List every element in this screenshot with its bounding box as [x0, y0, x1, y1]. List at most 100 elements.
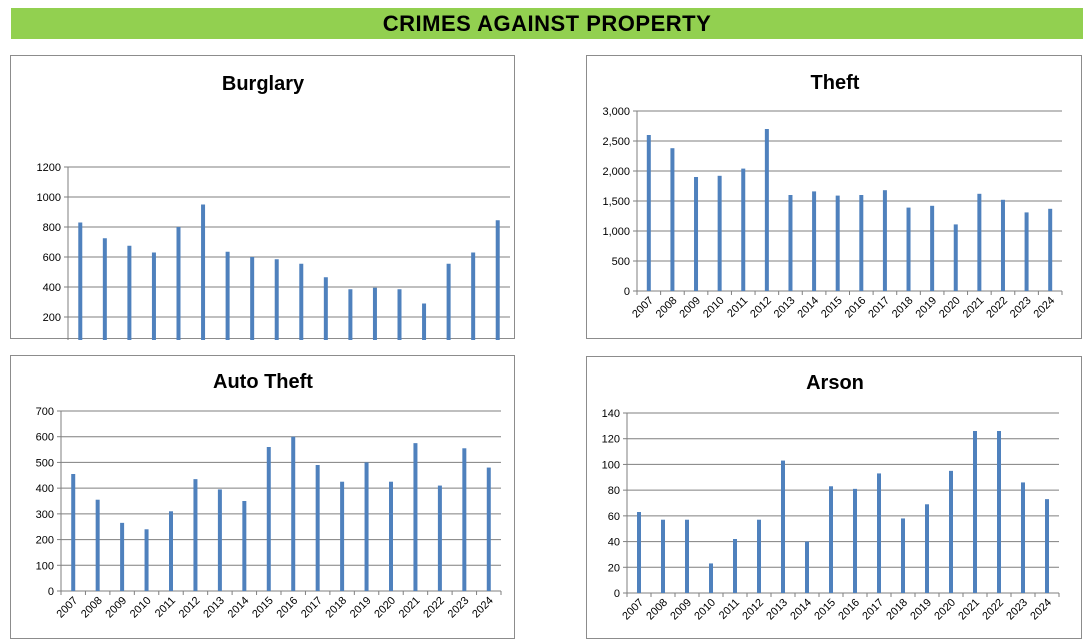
y-tick-label: 1200: [37, 162, 61, 174]
x-tick-label: 2020: [932, 597, 958, 623]
bar-2024: [495, 220, 500, 340]
chart-title: Burglary: [222, 73, 305, 95]
y-tick-label: 20: [608, 562, 620, 574]
y-tick-label: 120: [602, 434, 620, 446]
chart-panel-arson: Arson 0 20 40 60 80 100 120 140 2007 2008 2009 2010…: [586, 356, 1082, 639]
x-tick-label: 2008: [644, 597, 670, 623]
x-tick-label: 2012: [748, 295, 774, 321]
bar-2014: [805, 541, 809, 593]
bar-2017: [323, 277, 328, 340]
x-tick-label: 2016: [836, 597, 862, 623]
bar-2020: [397, 289, 402, 340]
bar-2021: [413, 443, 418, 591]
bar-2013: [217, 489, 222, 591]
bar-2020: [949, 470, 953, 593]
y-tick-label: 100: [602, 459, 620, 471]
x-tick-label: 2016: [275, 595, 301, 621]
bar-2024: [1045, 499, 1049, 593]
y-tick-label: 200: [36, 535, 54, 547]
bar-2023: [462, 448, 467, 591]
x-tick-label: 2022: [421, 595, 447, 621]
chart-panel-theft: Theft 0 500 1,000 1,500 2,000 2,500 3,000 2007 2…: [586, 55, 1082, 339]
x-tick-label: 2021: [961, 295, 987, 321]
bar-2019: [364, 462, 369, 591]
bar-2009: [120, 522, 125, 591]
x-tick-label: 2010: [692, 597, 718, 623]
bar-2012: [764, 129, 769, 291]
x-tick-label: 2009: [103, 595, 129, 621]
bar-2010: [717, 175, 722, 291]
bar-2011: [741, 168, 746, 291]
x-tick-label: 2020: [937, 295, 963, 321]
bar-2020: [953, 224, 958, 291]
x-tick-label: 2018: [323, 595, 349, 621]
y-tick-label: 40: [608, 537, 620, 549]
bar-2023: [1021, 482, 1025, 593]
y-tick-label: 600: [43, 252, 61, 264]
bar-2015: [266, 447, 271, 591]
bar-2008: [670, 148, 675, 291]
bar-2013: [781, 460, 785, 593]
bar-2021: [973, 431, 977, 593]
y-tick-label: 500: [36, 457, 54, 469]
y-tick-label: 800: [43, 222, 61, 234]
bar-2007: [71, 474, 76, 591]
y-tick-label: 1,000: [602, 226, 630, 238]
y-tick-label: 400: [43, 282, 61, 294]
x-tick-label: 2015: [250, 595, 276, 621]
y-tick-label: 80: [608, 485, 620, 497]
x-tick-label: 2011: [153, 595, 178, 620]
bar-2014: [250, 257, 255, 340]
bar-2008: [661, 519, 665, 593]
x-tick-label: 2015: [819, 295, 845, 321]
x-tick-label: 2010: [701, 295, 727, 321]
y-tick-label: 1,500: [602, 196, 630, 208]
chart-panel-auto-theft: Auto Theft 0 100 200 300 400 500 600 700 2007 200…: [10, 355, 515, 639]
x-tick-label: 2014: [788, 597, 814, 623]
y-tick-label: 600: [36, 432, 54, 444]
page-title: CRIMES AGAINST PROPERTY: [382, 10, 712, 36]
bar-2022: [446, 263, 451, 340]
x-tick-label: 2014: [226, 595, 252, 621]
page-title-banner: CRIMES AGAINST PROPERTY: [11, 8, 1083, 39]
x-tick-label: 2019: [913, 295, 939, 321]
x-tick-label: 2024: [1032, 295, 1058, 321]
x-tick-label: 2023: [1008, 295, 1034, 321]
x-tick-label: 2014: [795, 295, 821, 321]
bar-2018: [901, 518, 905, 593]
bar-2010: [151, 252, 156, 340]
bar-2013: [788, 195, 793, 291]
bar-2007: [646, 135, 651, 291]
y-tick-label: 2,500: [602, 136, 630, 148]
bar-2019: [930, 205, 935, 291]
x-tick-label: 2007: [620, 597, 646, 623]
bar-2009: [685, 519, 689, 593]
x-tick-label: 2024: [1028, 597, 1054, 623]
bar-2014: [812, 191, 817, 291]
y-tick-label: 500: [612, 256, 630, 268]
bar-2016: [859, 195, 864, 291]
bar-2022: [997, 431, 1001, 593]
x-tick-label: 2008: [654, 295, 680, 321]
x-tick-label: 2013: [772, 295, 798, 321]
x-tick-label: 2022: [984, 295, 1010, 321]
x-tick-label: 2011: [717, 597, 742, 622]
x-tick-label: 2023: [1004, 597, 1030, 623]
bar-2022: [437, 485, 442, 591]
x-tick-label: 2019: [908, 597, 934, 623]
chart-panel-burglary: Burglary 0200400600800100012002007200820…: [10, 55, 515, 340]
chart-arson: Arson 0 20 40 60 80 100 120 140 2007200820092010…: [602, 372, 1060, 623]
y-tick-label: 300: [36, 509, 54, 521]
chart-burglary: Burglary 0200400600800100012002007200820…: [37, 73, 510, 340]
y-tick-label: 0: [624, 286, 630, 298]
y-tick-label: 60: [608, 511, 620, 523]
x-tick-label: 2017: [866, 295, 892, 321]
chart-auto-theft: Auto Theft 01002003004005006007002007200…: [36, 371, 502, 621]
bar-2018: [906, 207, 911, 291]
bar-2016: [299, 263, 304, 340]
bar-2016: [853, 488, 857, 593]
bar-2011: [733, 539, 737, 593]
x-tick-label: 2021: [956, 597, 982, 623]
bar-2017: [315, 465, 320, 591]
bar-2020: [389, 481, 393, 591]
